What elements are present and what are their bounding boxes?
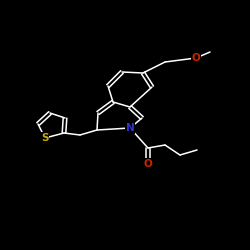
- Text: O: O: [144, 159, 152, 169]
- Text: O: O: [192, 53, 200, 63]
- Text: N: N: [126, 123, 134, 133]
- Text: S: S: [41, 133, 49, 143]
